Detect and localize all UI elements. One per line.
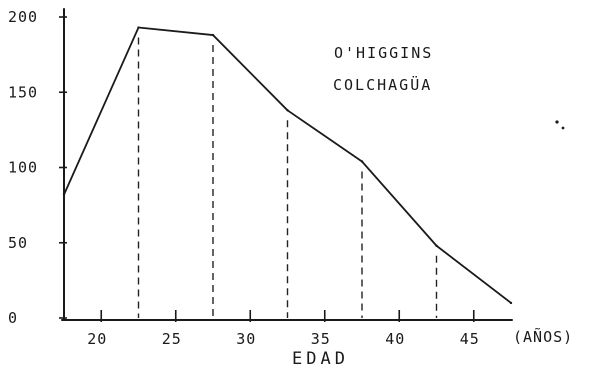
- data-point: [360, 160, 364, 163]
- x-unit-label: (AÑOS): [513, 327, 573, 346]
- x-tick-label: 45: [460, 330, 480, 348]
- series-line: [63, 26, 512, 304]
- y-tick-label: 150: [8, 83, 38, 101]
- data-point: [211, 33, 215, 37]
- x-tick-label: 20: [87, 330, 107, 348]
- annotation-ohiggins: O'HIGGINS: [334, 44, 433, 62]
- y-tick-label: 100: [8, 159, 38, 177]
- data-point: [509, 301, 513, 305]
- y-tick-label: 50: [8, 234, 28, 252]
- y-tick-label: 0: [8, 309, 18, 327]
- stray-mark: [555, 120, 559, 124]
- x-tick-label: 35: [311, 330, 331, 348]
- y-tick-label: 200: [8, 8, 38, 26]
- annotation-colchagua: COLCHAGÜA: [333, 75, 432, 94]
- x-axis-title: EDAD: [292, 349, 349, 369]
- tick-labels: 0 50 100 150 200 20 25 30 35 40 45: [8, 8, 480, 348]
- axes: [61, 8, 513, 321]
- x-tick-label: 40: [385, 330, 405, 348]
- x-tick-label: 25: [162, 330, 182, 348]
- x-tick-label: 30: [236, 330, 256, 348]
- data-point: [62, 193, 66, 196]
- data-point: [435, 244, 438, 247]
- data-point: [137, 26, 140, 29]
- data-point: [286, 109, 289, 112]
- drop-lines: [137, 37, 438, 318]
- stray-mark: [561, 126, 565, 130]
- series: [62, 26, 513, 305]
